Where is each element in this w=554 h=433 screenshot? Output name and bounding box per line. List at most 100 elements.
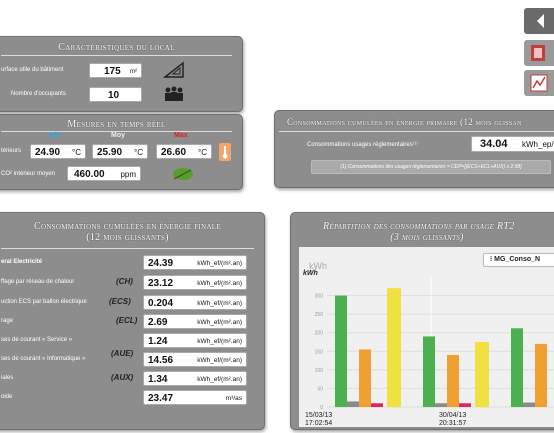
co2-leaf-icon bbox=[173, 168, 193, 180]
title-divider bbox=[1, 55, 232, 56]
chart-legend-selector[interactable]: ⁝ MG_Conso_N bbox=[483, 253, 554, 267]
bar bbox=[459, 403, 471, 407]
bar bbox=[435, 403, 447, 407]
back-arrow-icon bbox=[537, 14, 544, 28]
final-row-label: ses de courant « Informatique » bbox=[1, 356, 86, 362]
set-square-icon bbox=[163, 61, 184, 78]
title-divider bbox=[1, 131, 232, 132]
primary-energy-panel: Consommations cumulées en énergie primai… bbox=[274, 110, 554, 188]
surface-value: 175 bbox=[104, 66, 121, 77]
title-divider bbox=[1, 248, 254, 249]
final-row-label: iales bbox=[1, 375, 14, 381]
y-tick-label: 200 bbox=[315, 331, 324, 337]
co2-field: 460.00 ppm bbox=[67, 166, 141, 181]
final-row-value: 1.34 bbox=[148, 374, 168, 385]
temp-min-field: 24.90 °C bbox=[30, 144, 86, 159]
bar bbox=[387, 288, 401, 407]
final-row-value: 14.56 bbox=[148, 355, 174, 366]
chart-title: Répartition des consommations par usage … bbox=[323, 221, 515, 232]
temp-max-field: 26.60 °C bbox=[156, 144, 212, 159]
legend-label: MG_Conso_N bbox=[494, 256, 541, 263]
room-title: Caractéristiques du local bbox=[58, 42, 175, 53]
x-tick-label: 17:02:54 bbox=[305, 420, 332, 427]
temp-moy-field: 25.90 °C bbox=[92, 144, 148, 159]
co2-unit: ppm bbox=[120, 170, 136, 179]
final-row-value-field: 2.69 kWh_ef/(m².an) bbox=[143, 314, 247, 329]
final-row-unit: kWh_ef/(m².an) bbox=[197, 338, 242, 345]
y-axis-unit-label: kWh bbox=[303, 270, 318, 277]
bar bbox=[423, 336, 435, 407]
co2-value: 460.00 bbox=[74, 169, 105, 180]
primary-value: 34.04 bbox=[480, 138, 508, 150]
final-subtitle: (12 mois glissants) bbox=[86, 232, 169, 243]
room-view-button[interactable] bbox=[524, 40, 554, 66]
final-row-tag: (AUX) bbox=[111, 373, 134, 382]
final-row-value: 24.39 bbox=[148, 258, 174, 269]
chart-subtitle: (3 mois glissants) bbox=[390, 232, 464, 243]
realtime-title: Mesures en temps réel bbox=[67, 119, 166, 130]
primary-footnote: (1) Consommations des usages réglementai… bbox=[311, 160, 551, 174]
bar bbox=[335, 295, 347, 407]
final-row-value: 1.24 bbox=[148, 336, 168, 347]
x-tick-label: 30/04/13 bbox=[439, 412, 466, 419]
final-row-value-field: 23.12 kWh_ef/(m².an) bbox=[143, 275, 247, 290]
final-row-value: 0.204 bbox=[148, 298, 174, 309]
final-row-label: ffage par réseau de chaleur bbox=[1, 279, 75, 285]
temp-max-value: 26.60 bbox=[161, 147, 187, 158]
final-row-unit: kWh_ef/(m².an) bbox=[197, 260, 242, 267]
aue-tag: (AUE) bbox=[111, 349, 134, 358]
final-row-unit: m³/as bbox=[225, 395, 242, 402]
bar bbox=[475, 342, 489, 407]
final-row-value-field: 1.34 kWh_ef/(m².an) bbox=[143, 371, 247, 386]
y-axis-label: kWh bbox=[309, 261, 327, 271]
final-row-label: ses de courant « Service » bbox=[1, 337, 73, 343]
max-header: Max bbox=[174, 132, 188, 139]
final-energy-panel: Consommations cumulées en énergie finale… bbox=[0, 212, 265, 430]
final-row-label: oide bbox=[1, 394, 13, 400]
final-row-value-field: 23.47 m³/as bbox=[143, 390, 247, 405]
final-title: Consommations cumulées en énergie finale bbox=[34, 221, 221, 232]
final-row-unit: kWh_ef/(m².an) bbox=[197, 376, 242, 383]
chart-view-button[interactable] bbox=[524, 70, 554, 96]
bar bbox=[359, 349, 371, 407]
final-row-unit: kWh_ef/(m².an) bbox=[197, 357, 242, 364]
bar bbox=[535, 343, 547, 407]
legend-dots-icon: ⁝ bbox=[490, 256, 495, 263]
temp-unit: °C bbox=[72, 148, 81, 157]
thermometer-icon bbox=[219, 143, 231, 161]
temp-min-value: 24.90 bbox=[35, 147, 61, 158]
final-row-value: 23.12 bbox=[148, 278, 174, 289]
primary-field: 34.04 kWh_ep/(m bbox=[471, 136, 554, 152]
bar bbox=[511, 328, 523, 407]
final-row-unit: kWh_ef/(m².an) bbox=[197, 300, 242, 307]
surface-field: 175 m² bbox=[89, 63, 142, 78]
y-tick-label: 100 bbox=[315, 368, 324, 374]
occupants-field: 10 bbox=[89, 87, 142, 102]
moy-header: Moy bbox=[111, 132, 125, 139]
title-divider bbox=[279, 131, 554, 132]
final-row-unit: kWh_ef/(m².an) bbox=[197, 319, 242, 326]
co2-label: CO² intérieur moyen bbox=[1, 171, 56, 177]
y-tick-label: 300 bbox=[315, 294, 324, 300]
y-tick-label: 150 bbox=[315, 349, 324, 355]
final-row-label: eral Electricité bbox=[1, 259, 43, 265]
chart-icon bbox=[530, 74, 548, 92]
final-row-value-field: 14.56 kWh_ef/(m².an) bbox=[143, 352, 247, 367]
temp-moy-value: 25.90 bbox=[97, 147, 123, 158]
x-tick-label: 15/03/13 bbox=[305, 412, 332, 419]
occupants-label: Nombre d'occupants bbox=[11, 91, 66, 97]
bar bbox=[347, 401, 359, 407]
y-tick-label: 250 bbox=[315, 312, 324, 318]
room-icon bbox=[531, 45, 545, 61]
y-tick-label: 0 bbox=[320, 405, 323, 411]
bar bbox=[523, 402, 535, 407]
temp-unit: °C bbox=[134, 148, 143, 157]
back-button[interactable] bbox=[524, 8, 554, 34]
primary-unit: kWh_ep/(m bbox=[522, 140, 554, 149]
primary-title: Consommations cumulées en énergie primai… bbox=[287, 117, 522, 127]
final-row-tag: (ECS) bbox=[109, 297, 131, 306]
temperature-label: térieurs bbox=[1, 148, 22, 154]
primary-label: Consommations usages réglementaires⁽¹⁾ bbox=[307, 142, 418, 148]
x-tick-label: 20:31:57 bbox=[439, 420, 466, 427]
